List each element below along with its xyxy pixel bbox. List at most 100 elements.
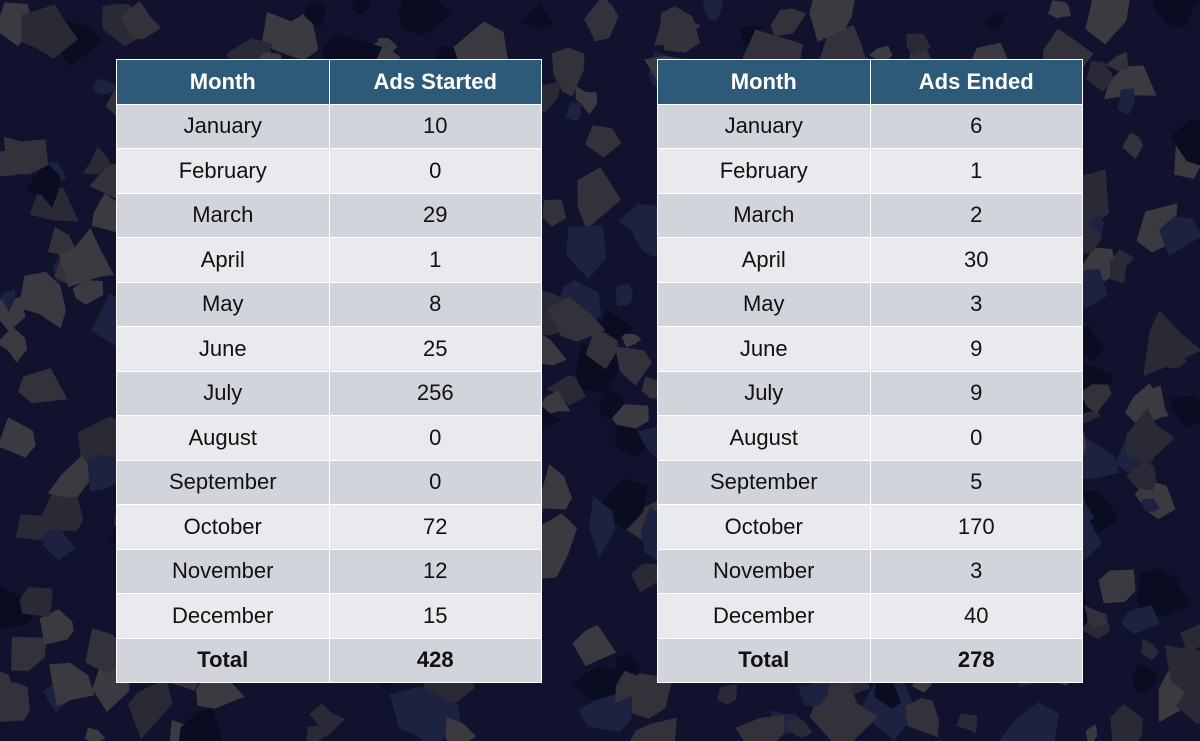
bg-shape [87, 453, 123, 492]
month-cell: December [116, 593, 330, 639]
count-cell: 25 [328, 326, 542, 372]
table-row: September 0 [116, 459, 542, 505]
bg-shape [615, 424, 647, 458]
bg-shape [1151, 0, 1200, 28]
bg-shape [3, 136, 49, 175]
table-row: February 0 [116, 148, 542, 194]
bg-shape [47, 455, 95, 498]
table-row: January 6 [657, 103, 1083, 149]
bg-shape [0, 682, 30, 722]
bg-shape [47, 227, 77, 255]
bg-shape [598, 309, 634, 341]
count-cell: 1 [869, 148, 1083, 194]
count-cell: 6 [869, 103, 1083, 149]
bg-shape [783, 716, 813, 739]
bg-shape [42, 529, 75, 561]
bg-shape [18, 271, 66, 329]
table-row: March 29 [116, 192, 542, 238]
bg-shape [350, 0, 372, 15]
bg-shape [11, 636, 47, 671]
bg-shape [179, 706, 223, 741]
ads-started-table: Month Ads Started January 10 February 0 March 2… [116, 59, 542, 683]
month-cell: October [657, 504, 871, 550]
bg-shape [1109, 249, 1135, 284]
bg-shape [615, 670, 650, 704]
bg-shape [18, 368, 68, 404]
bg-shape [620, 333, 642, 348]
bg-shape [575, 85, 598, 115]
bg-shape [874, 679, 902, 709]
bg-shape [1075, 325, 1105, 361]
table-row: Total 278 [657, 637, 1083, 683]
count-cell: 72 [328, 504, 542, 550]
bg-shape [984, 13, 1006, 32]
total-value: 278 [869, 637, 1083, 683]
count-cell: 2 [869, 192, 1083, 238]
column-header: Month [116, 59, 330, 105]
month-cell: February [116, 148, 330, 194]
month-cell: January [116, 103, 330, 149]
count-cell: 12 [328, 548, 542, 594]
bg-shape [1170, 117, 1200, 166]
bg-shape [1122, 132, 1144, 159]
bg-shape [19, 586, 53, 617]
bg-shape [0, 326, 28, 363]
total-label: Total [657, 637, 871, 683]
bg-shape [1126, 462, 1157, 491]
bg-shape [127, 678, 173, 739]
bg-shape [813, 4, 840, 32]
table-row: September 5 [657, 459, 1083, 505]
bg-shape [1117, 88, 1135, 115]
bg-shape [546, 375, 586, 406]
bg-shape [572, 625, 617, 666]
column-header: Month [657, 59, 871, 105]
bg-shape [445, 717, 477, 741]
bg-shape [630, 717, 677, 741]
bg-shape [534, 464, 572, 510]
bg-shape [542, 199, 567, 227]
table-row: November 12 [116, 548, 542, 594]
bg-shape [0, 417, 36, 458]
bg-shape [1164, 645, 1200, 705]
month-cell: December [657, 593, 871, 639]
bg-shape [630, 563, 664, 593]
month-cell: February [657, 148, 871, 194]
bg-shape [905, 697, 940, 738]
count-cell: 10 [328, 103, 542, 149]
bg-shape [1129, 385, 1167, 421]
bg-shape [58, 227, 114, 288]
table-row: May 3 [657, 281, 1083, 327]
table-row: April 1 [116, 237, 542, 283]
month-cell: November [657, 548, 871, 594]
bg-shape [91, 193, 123, 233]
bg-shape [398, 0, 451, 36]
bg-shape [584, 0, 619, 42]
ads-ended-table: Month Ads Ended January 6 February 1 March 2 Apr… [657, 59, 1083, 683]
month-cell: March [116, 192, 330, 238]
count-cell: 9 [869, 370, 1083, 416]
bg-shape [703, 0, 724, 21]
bg-shape [519, 4, 554, 31]
count-cell: 8 [328, 281, 542, 327]
table-row: July 256 [116, 370, 542, 416]
bg-shape [547, 296, 606, 342]
bg-shape [25, 164, 62, 208]
bg-shape [717, 684, 738, 705]
bg-shape [377, 38, 398, 61]
bg-shape [770, 8, 807, 37]
month-cell: January [657, 103, 871, 149]
month-cell: September [116, 459, 330, 505]
bg-shape [1168, 395, 1200, 429]
bg-shape [1104, 65, 1157, 100]
bg-shape [1085, 724, 1098, 741]
bg-shape [306, 725, 325, 741]
table-row: March 2 [657, 192, 1083, 238]
bg-shape [599, 388, 625, 419]
bg-shape [540, 390, 571, 418]
bg-shape [49, 662, 95, 707]
bg-shape [262, 10, 319, 61]
bg-shape [1176, 690, 1200, 724]
table-row: May 8 [116, 281, 542, 327]
bg-shape [1105, 51, 1129, 72]
